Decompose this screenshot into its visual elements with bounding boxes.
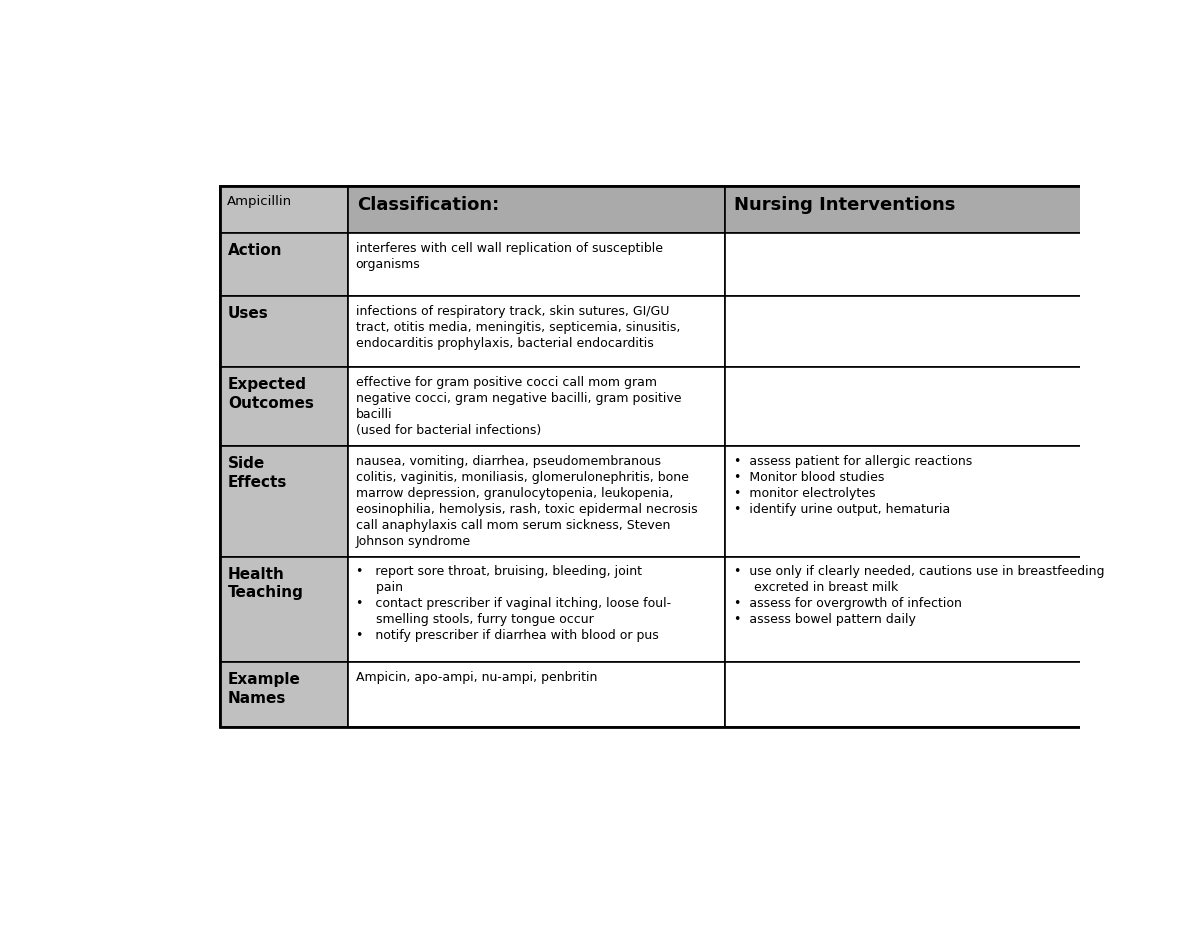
Bar xyxy=(220,662,348,727)
Text: infections of respiratory track, skin sutures, GI/GU
tract, otitis media, mening: infections of respiratory track, skin su… xyxy=(355,305,680,349)
Text: Side
Effects: Side Effects xyxy=(228,456,288,489)
Bar xyxy=(725,367,1134,446)
Text: effective for gram positive cocci call mom gram
negative cocci, gram negative ba: effective for gram positive cocci call m… xyxy=(355,376,682,437)
Text: Expected
Outcomes: Expected Outcomes xyxy=(228,377,314,411)
Text: Health
Teaching: Health Teaching xyxy=(228,566,304,601)
Bar xyxy=(220,186,1134,727)
Text: nausea, vomiting, diarrhea, pseudomembranous
colitis, vaginitis, moniliasis, glo: nausea, vomiting, diarrhea, pseudomembra… xyxy=(355,454,697,548)
Text: •  assess patient for allergic reactions
•  Monitor blood studies
•  monitor ele: • assess patient for allergic reactions … xyxy=(734,454,972,515)
Bar xyxy=(348,296,725,367)
Bar xyxy=(220,556,348,662)
Text: Example
Names: Example Names xyxy=(228,672,301,705)
Bar xyxy=(348,234,725,296)
Bar xyxy=(725,234,1134,296)
Bar xyxy=(348,446,725,556)
Text: Uses: Uses xyxy=(228,306,269,321)
Bar xyxy=(220,446,348,556)
Text: Nursing Interventions: Nursing Interventions xyxy=(734,197,955,214)
Bar xyxy=(725,186,1134,234)
Bar xyxy=(725,556,1134,662)
Bar xyxy=(220,186,348,234)
Bar xyxy=(220,367,348,446)
Bar xyxy=(348,662,725,727)
Bar xyxy=(725,296,1134,367)
Bar xyxy=(220,234,348,296)
Text: Classification:: Classification: xyxy=(358,197,499,214)
Text: Ampicillin: Ampicillin xyxy=(227,195,293,208)
Bar xyxy=(348,186,725,234)
Bar xyxy=(725,662,1134,727)
Bar xyxy=(348,556,725,662)
Bar xyxy=(220,296,348,367)
Text: •   report sore throat, bruising, bleeding, joint
     pain
•   contact prescrib: • report sore throat, bruising, bleeding… xyxy=(355,565,671,642)
Text: Action: Action xyxy=(228,243,283,259)
Bar xyxy=(725,446,1134,556)
Text: Ampicin, apo-ampi, nu-ampi, penbritin: Ampicin, apo-ampi, nu-ampi, penbritin xyxy=(355,671,596,684)
Text: interferes with cell wall replication of susceptible
organisms: interferes with cell wall replication of… xyxy=(355,242,662,271)
Text: •  use only if clearly needed, cautions use in breastfeeding
     excreted in br: • use only if clearly needed, cautions u… xyxy=(734,565,1104,627)
Bar xyxy=(348,367,725,446)
